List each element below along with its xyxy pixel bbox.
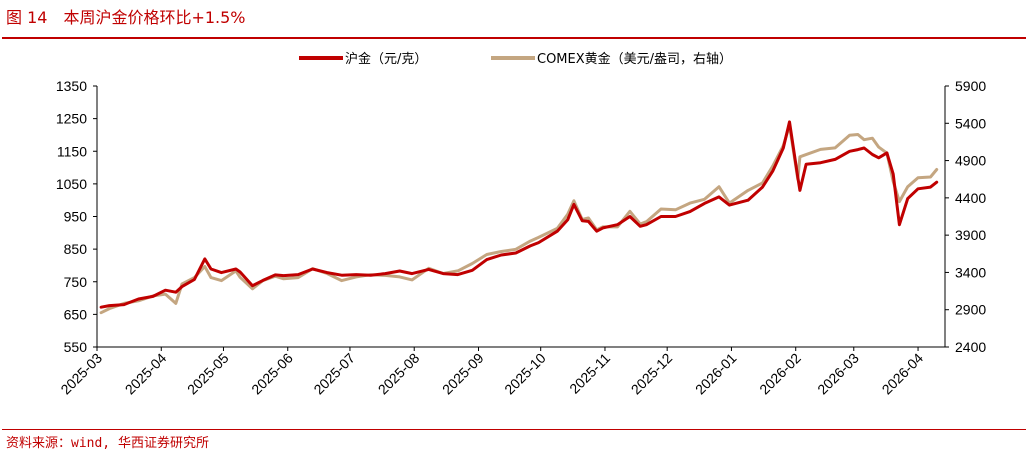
gold-price-chart: 沪金（元/克） COMEX黄金（美元/盎司，右轴） 550 650 750 850 950… xyxy=(56,51,987,397)
left-axis-tick-label: 1050 xyxy=(56,176,87,192)
left-axis-tick-label: 550 xyxy=(64,339,88,355)
right-axis-tick-label: 5900 xyxy=(955,78,986,94)
left-axis-tick-label: 1350 xyxy=(56,78,87,94)
figure-title-text: 本周沪金价格环比+1.5% xyxy=(63,8,246,27)
x-axis-tick-label: 2026-04 xyxy=(879,350,927,398)
source-rule xyxy=(2,429,1026,430)
comex-gold-line xyxy=(99,124,939,315)
figure-title: 图 14 本周沪金价格环比+1.5% xyxy=(6,6,246,34)
comex-gold-legend-label: COMEX黄金（美元/盎司，右轴） xyxy=(537,51,732,67)
chart-legend: 沪金（元/克） COMEX黄金（美元/盎司，右轴） xyxy=(299,51,732,67)
x-axis-tick-label: 2026-03 xyxy=(814,350,862,398)
right-axis-tick-label: 2900 xyxy=(955,302,986,318)
left-axis-tick-label: 1150 xyxy=(57,143,87,159)
right-axis-tick-label: 5400 xyxy=(955,115,986,131)
chart-axes: 550 650 750 850 950 1050 1150 1250 1350 2400 2900 3… xyxy=(56,78,987,397)
figure-label: 图 14 xyxy=(6,8,48,27)
x-axis-tick-label: 2025-08 xyxy=(375,350,423,398)
right-axis-tick-label: 2400 xyxy=(955,339,986,355)
title-rule xyxy=(2,37,1026,39)
source-note: 资料来源：wind, 华西证券研究所 xyxy=(6,436,209,451)
right-axis-tick-label: 4900 xyxy=(955,153,986,169)
left-axis-tick-label: 750 xyxy=(64,274,88,290)
x-axis-tick-label: 2025-12 xyxy=(628,350,676,398)
shfe-gold-legend-label: 沪金（元/克） xyxy=(345,51,427,67)
x-axis-tick-label: 2025-11 xyxy=(566,350,613,397)
left-axis-tick-label: 950 xyxy=(64,209,88,225)
x-axis-tick-label: 2026-01 xyxy=(692,350,740,398)
x-axis-tick-label: 2025-06 xyxy=(248,350,296,398)
left-axis-tick-label: 650 xyxy=(64,306,88,322)
left-axis-tick-label: 1250 xyxy=(56,111,87,127)
x-axis-tick-label: 2025-03 xyxy=(57,350,105,398)
x-axis-tick-label: 2025-04 xyxy=(122,350,170,398)
x-axis-tick-label: 2025-05 xyxy=(184,350,232,398)
x-axis-tick-label: 2025-07 xyxy=(310,350,358,398)
right-axis-tick-label: 4400 xyxy=(955,190,986,206)
shfe-gold-line xyxy=(99,120,939,309)
x-axis-tick-label: 2025-09 xyxy=(439,350,487,398)
right-axis-tick-label: 3900 xyxy=(955,227,986,243)
right-axis-tick-label: 3400 xyxy=(955,264,986,280)
left-axis-tick-label: 850 xyxy=(64,241,88,257)
x-axis-tick-label: 2025-10 xyxy=(501,350,549,398)
x-axis-tick-label: 2026-02 xyxy=(756,350,804,398)
chart-series xyxy=(99,120,939,315)
